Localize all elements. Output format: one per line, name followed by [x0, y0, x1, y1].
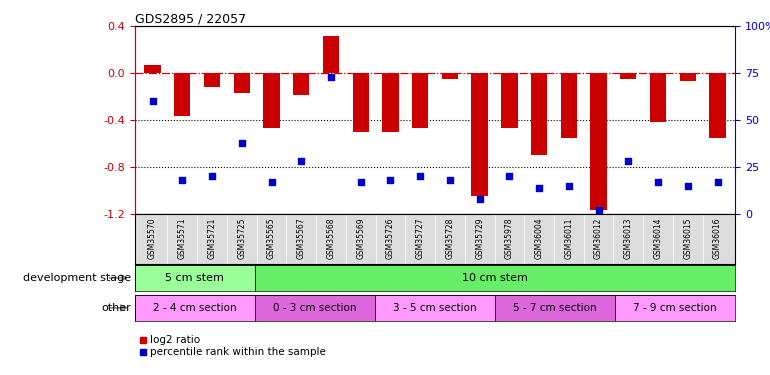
Bar — [145, 65, 161, 73]
Point — [711, 179, 724, 185]
Text: GSM35569: GSM35569 — [357, 217, 365, 259]
Legend: log2 ratio, percentile rank within the sample: log2 ratio, percentile rank within the s… — [140, 335, 326, 357]
Bar — [531, 73, 547, 155]
Bar — [650, 73, 666, 122]
Bar — [680, 73, 696, 81]
Text: GSM36011: GSM36011 — [564, 217, 574, 259]
Text: GSM36004: GSM36004 — [534, 217, 544, 259]
Point — [146, 98, 159, 104]
Bar — [561, 73, 577, 138]
Bar — [263, 73, 280, 128]
Point — [295, 158, 307, 164]
Point — [622, 158, 634, 164]
Bar — [255, 295, 375, 321]
Point — [206, 173, 218, 179]
Text: other: other — [101, 303, 131, 313]
Point — [592, 207, 604, 213]
Point — [652, 179, 665, 185]
Bar — [501, 73, 517, 128]
Point — [266, 179, 278, 185]
Bar — [412, 73, 428, 128]
Text: GSM35725: GSM35725 — [237, 217, 246, 259]
Text: GSM35726: GSM35726 — [386, 217, 395, 259]
Text: 0 - 3 cm section: 0 - 3 cm section — [273, 303, 357, 313]
Point — [533, 184, 545, 190]
Text: GSM36013: GSM36013 — [624, 217, 633, 259]
Point — [236, 140, 248, 146]
Bar — [135, 295, 255, 321]
Point — [444, 177, 456, 183]
Point — [563, 183, 575, 189]
Text: GSM35729: GSM35729 — [475, 217, 484, 259]
Bar — [174, 73, 190, 117]
Text: GSM36015: GSM36015 — [683, 217, 692, 259]
Bar — [591, 73, 607, 210]
Bar — [204, 73, 220, 87]
Text: 2 - 4 cm section: 2 - 4 cm section — [153, 303, 236, 313]
Bar — [471, 73, 488, 196]
Text: GSM35978: GSM35978 — [505, 217, 514, 259]
Bar — [615, 295, 735, 321]
Text: GSM36012: GSM36012 — [594, 217, 603, 259]
Point — [384, 177, 397, 183]
Text: GSM35568: GSM35568 — [326, 217, 336, 259]
Point — [325, 74, 337, 80]
Bar — [495, 295, 615, 321]
Bar — [293, 73, 310, 95]
Text: GDS2895 / 22057: GDS2895 / 22057 — [135, 12, 246, 25]
Bar — [353, 73, 369, 132]
Text: GSM35571: GSM35571 — [178, 217, 187, 259]
Text: 5 cm stem: 5 cm stem — [166, 273, 224, 283]
Bar — [233, 73, 250, 93]
Text: GSM36014: GSM36014 — [654, 217, 662, 259]
Bar — [323, 36, 339, 73]
Point — [504, 173, 516, 179]
Point — [681, 183, 694, 189]
Bar — [135, 265, 255, 291]
Text: 3 - 5 cm section: 3 - 5 cm section — [393, 303, 477, 313]
Text: 5 - 7 cm section: 5 - 7 cm section — [514, 303, 597, 313]
Bar — [442, 73, 458, 79]
Text: 7 - 9 cm section: 7 - 9 cm section — [634, 303, 717, 313]
Text: GSM36016: GSM36016 — [713, 217, 722, 259]
Text: GSM35567: GSM35567 — [296, 217, 306, 259]
Text: GSM35570: GSM35570 — [148, 217, 157, 259]
Point — [474, 196, 486, 202]
Text: GSM35727: GSM35727 — [416, 217, 425, 259]
Point — [354, 179, 367, 185]
Bar — [620, 73, 637, 79]
Text: development stage: development stage — [23, 273, 131, 283]
Bar — [709, 73, 725, 138]
Bar — [375, 295, 495, 321]
Text: 10 cm stem: 10 cm stem — [462, 273, 528, 283]
Point — [176, 177, 189, 183]
Bar — [255, 265, 735, 291]
Text: GSM35728: GSM35728 — [445, 217, 454, 259]
Bar — [382, 73, 399, 132]
Text: GSM35565: GSM35565 — [267, 217, 276, 259]
Point — [414, 173, 427, 179]
Text: GSM35721: GSM35721 — [208, 217, 216, 259]
